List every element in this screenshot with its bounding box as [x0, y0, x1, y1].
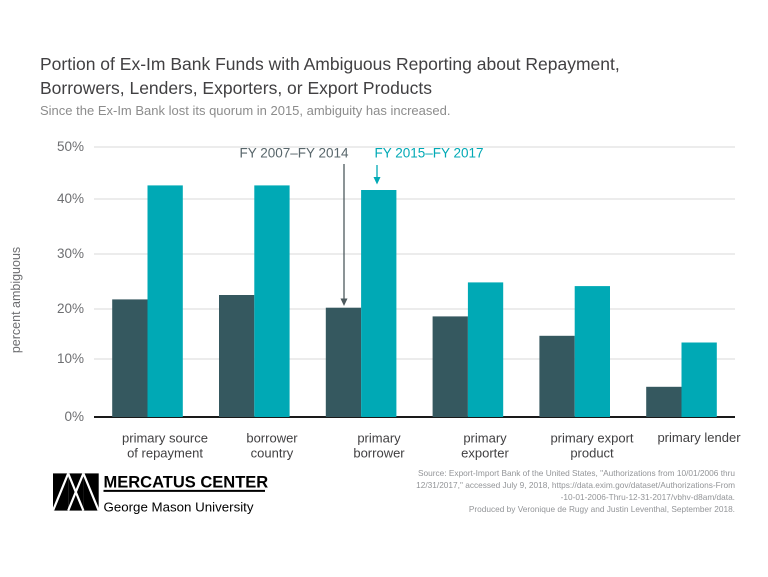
svg-text:0%: 0% — [64, 409, 84, 424]
svg-text:FY 2007–FY 2014: FY 2007–FY 2014 — [239, 146, 349, 161]
svg-text:primary: primary — [463, 431, 507, 446]
svg-text:10%: 10% — [57, 351, 84, 366]
svg-text:exporter: exporter — [461, 446, 509, 461]
svg-text:primary source: primary source — [122, 431, 208, 446]
svg-text:20%: 20% — [57, 301, 84, 316]
svg-text:product: product — [570, 446, 614, 461]
svg-text:40%: 40% — [57, 191, 84, 206]
svg-text:primary: primary — [357, 431, 401, 446]
svg-text:FY 2015–FY 2017: FY 2015–FY 2017 — [374, 146, 483, 161]
svg-text:primary lender: primary lender — [657, 430, 741, 445]
svg-text:30%: 30% — [57, 246, 84, 261]
svg-text:primary export: primary export — [550, 431, 633, 446]
svg-text:percent ambiguous: percent ambiguous — [9, 247, 23, 353]
svg-text:country: country — [251, 446, 294, 461]
svg-text:50%: 50% — [57, 139, 84, 154]
svg-text:borrower: borrower — [246, 431, 298, 446]
svg-text:of repayment: of repayment — [127, 446, 203, 461]
svg-text:borrower: borrower — [353, 446, 405, 461]
